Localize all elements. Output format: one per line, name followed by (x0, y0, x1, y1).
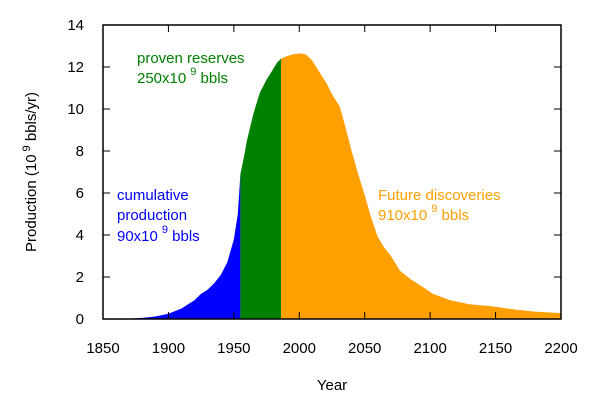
x-tick-label: 2050 (348, 340, 381, 357)
y-tick-label: 2 (76, 269, 84, 286)
y-tick-label: 8 (76, 143, 84, 160)
label-cumulative-production: cumulative production 90x10 9 bbls (117, 187, 200, 245)
y-tick-label: 10 (67, 101, 84, 118)
axis-ticks: 1850 1900 1950 2000 2050 2100 2150 2200 0 2 4 6 8 10 1… (67, 17, 577, 357)
x-tick-label: 2100 (413, 340, 446, 357)
x-axis-label: Year (317, 377, 347, 394)
y-axis-label: Production (109 bbls/yr) (21, 92, 40, 252)
y-tick-label: 4 (76, 227, 84, 244)
x-tick-label: 2150 (479, 340, 512, 357)
label-future-discoveries: Future discoveries 910x10 9 bbls (378, 187, 505, 224)
area-future-discoveries (281, 53, 561, 320)
y-tick-label: 14 (67, 17, 84, 34)
area-fills (103, 53, 561, 320)
x-tick-label: 2000 (283, 340, 316, 357)
label-proven-reserves: proven reserves 250x10 9 bbls (137, 50, 249, 87)
x-tick-label: 1900 (152, 340, 185, 357)
plot-frame (102, 24, 562, 320)
x-tick-label: 1950 (217, 340, 250, 357)
y-tick-label: 6 (76, 185, 84, 202)
y-tick-label: 0 (76, 311, 84, 328)
x-tick-label: 1850 (86, 340, 119, 357)
area-proven-reserves (240, 58, 281, 319)
area-cumulative-production (103, 174, 241, 319)
x-tick-label: 2200 (544, 340, 577, 357)
y-tick-label: 12 (67, 59, 84, 76)
